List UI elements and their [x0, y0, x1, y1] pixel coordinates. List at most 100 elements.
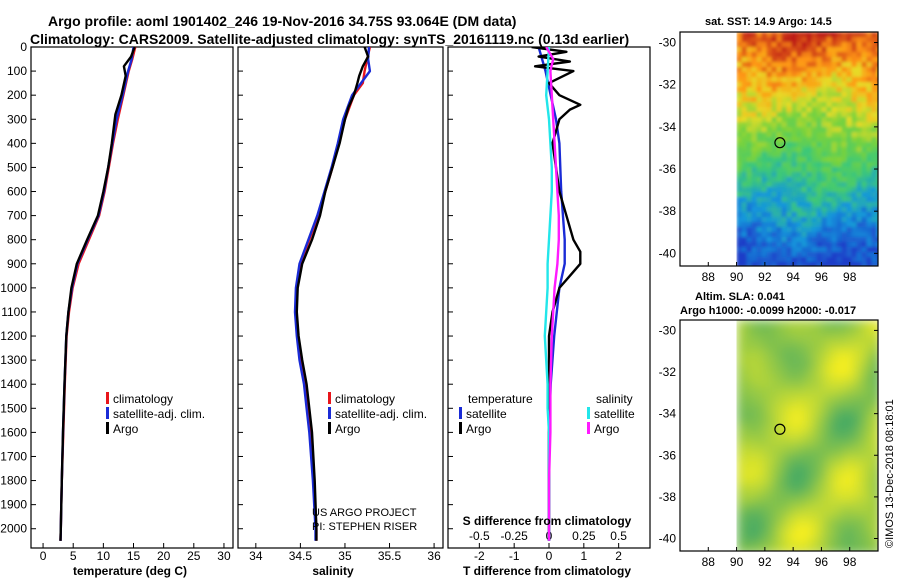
map-lat-label: -40	[659, 532, 677, 546]
map-lat-label: -36	[659, 448, 677, 462]
map-lat-label: -34	[659, 407, 677, 421]
difference-series	[531, 47, 582, 541]
legend-swatch-satellite-adj	[328, 407, 331, 419]
legend-label-satellite-adj: satellite-adj. clim.	[113, 407, 205, 421]
legend-label-climatology: climatology	[113, 392, 173, 406]
map-lon-label: 92	[758, 270, 772, 284]
x-tick-label: 34	[249, 549, 263, 563]
series-line-argo	[295, 47, 370, 541]
series-line-salinity-argo	[545, 47, 560, 541]
map-lat-label: -38	[659, 490, 677, 504]
x-tick-label: 0	[40, 549, 47, 563]
map-lon-label: 90	[730, 270, 744, 284]
s-diff-tick-label: -0.5	[469, 529, 490, 543]
legend-heading-temperature: temperature	[468, 392, 533, 406]
depth-tick-label: 800	[7, 233, 27, 247]
legend-label-sal-satellite: satellite	[594, 407, 635, 421]
map-lat-label: -32	[659, 78, 677, 92]
x-tick-label: 2	[615, 549, 622, 563]
map-lon-label: 88	[702, 555, 716, 569]
depth-tick-label: 700	[7, 209, 27, 223]
s-diff-tick-label: -0.25	[500, 529, 528, 543]
depth-tick-label: 1000	[0, 281, 27, 295]
legend-label-climatology: climatology	[335, 392, 395, 406]
legend-swatch-satellite-adj	[106, 407, 109, 419]
depth-tick-label: 1300	[0, 353, 27, 367]
map-lat-label: -30	[659, 323, 677, 337]
depth-tick-label: 1200	[0, 329, 27, 343]
sla-map-field	[736, 320, 878, 551]
legend-swatch-sal-argo	[587, 422, 590, 434]
salinity-legend: climatology satellite-adj. clim. Argo	[328, 392, 427, 436]
x-tick-label: 10	[97, 549, 111, 563]
map-lon-label: 98	[843, 270, 857, 284]
depth-tick-label: 600	[7, 185, 27, 199]
temperature-series	[59, 47, 137, 541]
depth-tick-label: 2000	[0, 522, 27, 536]
sla-map-ticks: 88 90 92 94 96 98 -30 -32 -34 -36 -38 -40	[659, 323, 878, 569]
argo-position-marker	[774, 423, 786, 435]
map-lon-label: 96	[815, 555, 829, 569]
series-line-satellite-adj-clim-	[293, 47, 372, 541]
legend-swatch-climatology	[328, 392, 331, 404]
map-lon-label: 90	[730, 555, 744, 569]
depth-tick-label: 300	[7, 112, 27, 126]
s-difference-axis-ticks: -0.5 -0.25 0 0.25 0.5	[469, 529, 627, 543]
argo-position-marker	[774, 137, 786, 149]
series-line-salinity-satellite	[543, 47, 553, 541]
salinity-panel-frame	[237, 46, 444, 549]
pi-credit: PI: STEPHEN RISER	[312, 521, 417, 533]
x-tick-label: 20	[157, 549, 171, 563]
s-diff-tick-label: 0.5	[610, 529, 627, 543]
series-line-temperature-satellite	[537, 47, 566, 541]
series-line-argo	[59, 47, 136, 541]
depth-tick-label: 400	[7, 136, 27, 150]
depth-tick-label: 200	[7, 88, 27, 102]
map-lat-label: -40	[659, 246, 677, 260]
x-tick-label: 36	[427, 549, 441, 563]
depth-axis-ticks: 0 100 200 300 400 500 600 700 800 900 1000 1100 1200…	[0, 40, 453, 536]
depth-tick-label: 900	[7, 257, 27, 271]
legend-label-temp-argo: Argo	[466, 422, 492, 436]
x-tick-label: 15	[127, 549, 141, 563]
x-tick-label: 34.5	[289, 549, 313, 563]
legend-label-argo: Argo	[335, 422, 361, 436]
map-lon-label: 92	[758, 555, 772, 569]
depth-tick-label: 1500	[0, 401, 27, 415]
sst-map-ticks: 88 90 92 94 96 98 -30 -32 -34 -36 -38 -40	[659, 36, 878, 284]
legend-label-sal-argo: Argo	[594, 422, 620, 436]
map-lat-label: -30	[659, 36, 677, 50]
temperature-axis-label: temperature (deg C)	[73, 564, 187, 578]
depth-tick-label: 1400	[0, 377, 27, 391]
temperature-axis-ticks: 0 5 10 15 20 25 30	[40, 543, 231, 563]
legend-swatch-argo	[106, 422, 109, 434]
difference-legend: temperature satellite Argo salinity sate…	[459, 392, 635, 436]
map-lon-label: 88	[702, 270, 716, 284]
temperature-legend: climatology satellite-adj. clim. Argo	[106, 392, 205, 436]
x-tick-label: 30	[217, 549, 231, 563]
sst-map-title: sat. SST: 14.9 Argo: 14.5	[705, 16, 832, 28]
salinity-axis-ticks: 34 34.5 35 35.5 36	[249, 543, 441, 563]
map-lon-label: 94	[786, 270, 800, 284]
sla-map-subtitle: Argo h1000: -0.0099 h2000: -0.017	[680, 305, 856, 317]
depth-tick-label: 1800	[0, 474, 27, 488]
series-line-climatology	[294, 47, 372, 541]
sst-map-field	[736, 32, 878, 266]
x-tick-label: 35.5	[378, 549, 402, 563]
salinity-series	[293, 47, 372, 541]
legend-swatch-temp-argo	[459, 422, 462, 434]
figure-title-line1: Argo profile: aoml 1901402_246 19-Nov-20…	[48, 13, 516, 29]
x-tick-label: 0	[546, 549, 553, 563]
depth-tick-label: 100	[7, 64, 27, 78]
t-difference-axis-label: T difference from climatology	[463, 564, 631, 578]
s-diff-tick-label: 0.25	[572, 529, 596, 543]
legend-label-argo: Argo	[113, 422, 139, 436]
map-lat-label: -36	[659, 162, 677, 176]
legend-swatch-argo	[328, 422, 331, 434]
legend-swatch-sal-satellite	[587, 407, 590, 419]
depth-tick-label: 500	[7, 160, 27, 174]
t-difference-axis-ticks: -2 -1 0 1 2	[474, 543, 622, 563]
depth-tick-label: 1900	[0, 498, 27, 512]
x-tick-label: -1	[509, 549, 520, 563]
